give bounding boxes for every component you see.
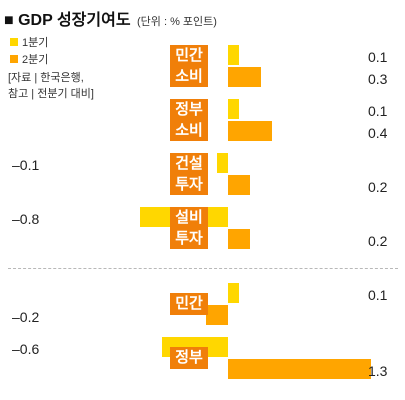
value-label-facilities-investment-q1: –0.8	[12, 211, 40, 227]
category-label-construction-investment-1: 건설	[175, 155, 203, 172]
value-label-government-q2: 1.3	[368, 363, 388, 379]
chart-title-text: GDP 성장기여도	[18, 12, 131, 29]
category-label-private-consumption-2: 소비	[175, 68, 203, 85]
legend-q1-label: 1분기	[22, 37, 49, 49]
category-label-private-consumption-1: 민간	[175, 47, 203, 64]
chart-title: ■ GDP 성장기여도 (단위 : % 포인트)	[4, 12, 217, 29]
source-line-2: 참고 | 전분기 대비]	[8, 88, 94, 100]
category-label-private: 민간	[170, 293, 208, 315]
value-label-construction-investment-q1: –0.1	[12, 157, 40, 173]
value-label-private-consumption-q1: 0.1	[368, 49, 388, 65]
bar-private-consumption-q2	[228, 67, 261, 87]
legend-q1: 1분기	[10, 34, 48, 50]
value-label-government-consumption-q2: 0.4	[368, 125, 388, 141]
value-label-private-consumption-q2: 0.3	[368, 71, 388, 87]
value-label-facilities-investment-q2: 0.2	[368, 233, 388, 249]
category-label-government-consumption-2: 소비	[175, 122, 203, 139]
bar-private-q1	[228, 283, 239, 303]
value-label-government-consumption-q1: 0.1	[368, 103, 388, 119]
bar-private-q2	[206, 305, 228, 325]
value-label-private-q2: –0.2	[12, 309, 40, 325]
category-private: 민간	[170, 293, 208, 315]
legend-q2-label: 2분기	[22, 54, 49, 66]
bar-facilities-investment-q2	[228, 229, 250, 249]
source-note: [자료 | 한국은행, 참고 | 전분기 대비]	[8, 70, 94, 102]
bar-construction-investment-q1	[217, 153, 228, 173]
bar-government-q2	[228, 359, 371, 379]
bar-private-consumption-q1	[228, 45, 239, 65]
category-government: 정부	[170, 347, 208, 369]
category-label-facilities-investment-1: 설비	[175, 209, 203, 226]
value-label-construction-investment-q2: 0.2	[368, 179, 388, 195]
category-label-construction-investment-2: 투자	[175, 176, 203, 193]
section-divider	[8, 268, 398, 269]
value-label-private-q1: 0.1	[368, 287, 388, 303]
source-line-1: [자료 | 한국은행,	[8, 72, 84, 84]
legend-q2: 2분기	[10, 51, 48, 67]
category-label-government-consumption-1: 정부	[175, 101, 203, 118]
category-label-government: 정부	[170, 347, 208, 369]
bar-government-consumption-q1	[228, 99, 239, 119]
value-label-government-q1: –0.6	[12, 341, 40, 357]
bar-government-consumption-q2	[228, 121, 272, 141]
chart-unit: (단위 : % 포인트)	[137, 16, 217, 28]
legend-q2-swatch	[10, 55, 18, 63]
bar-construction-investment-q2	[228, 175, 250, 195]
legend-q1-swatch	[10, 38, 18, 46]
category-label-facilities-investment-2: 투자	[175, 230, 203, 247]
